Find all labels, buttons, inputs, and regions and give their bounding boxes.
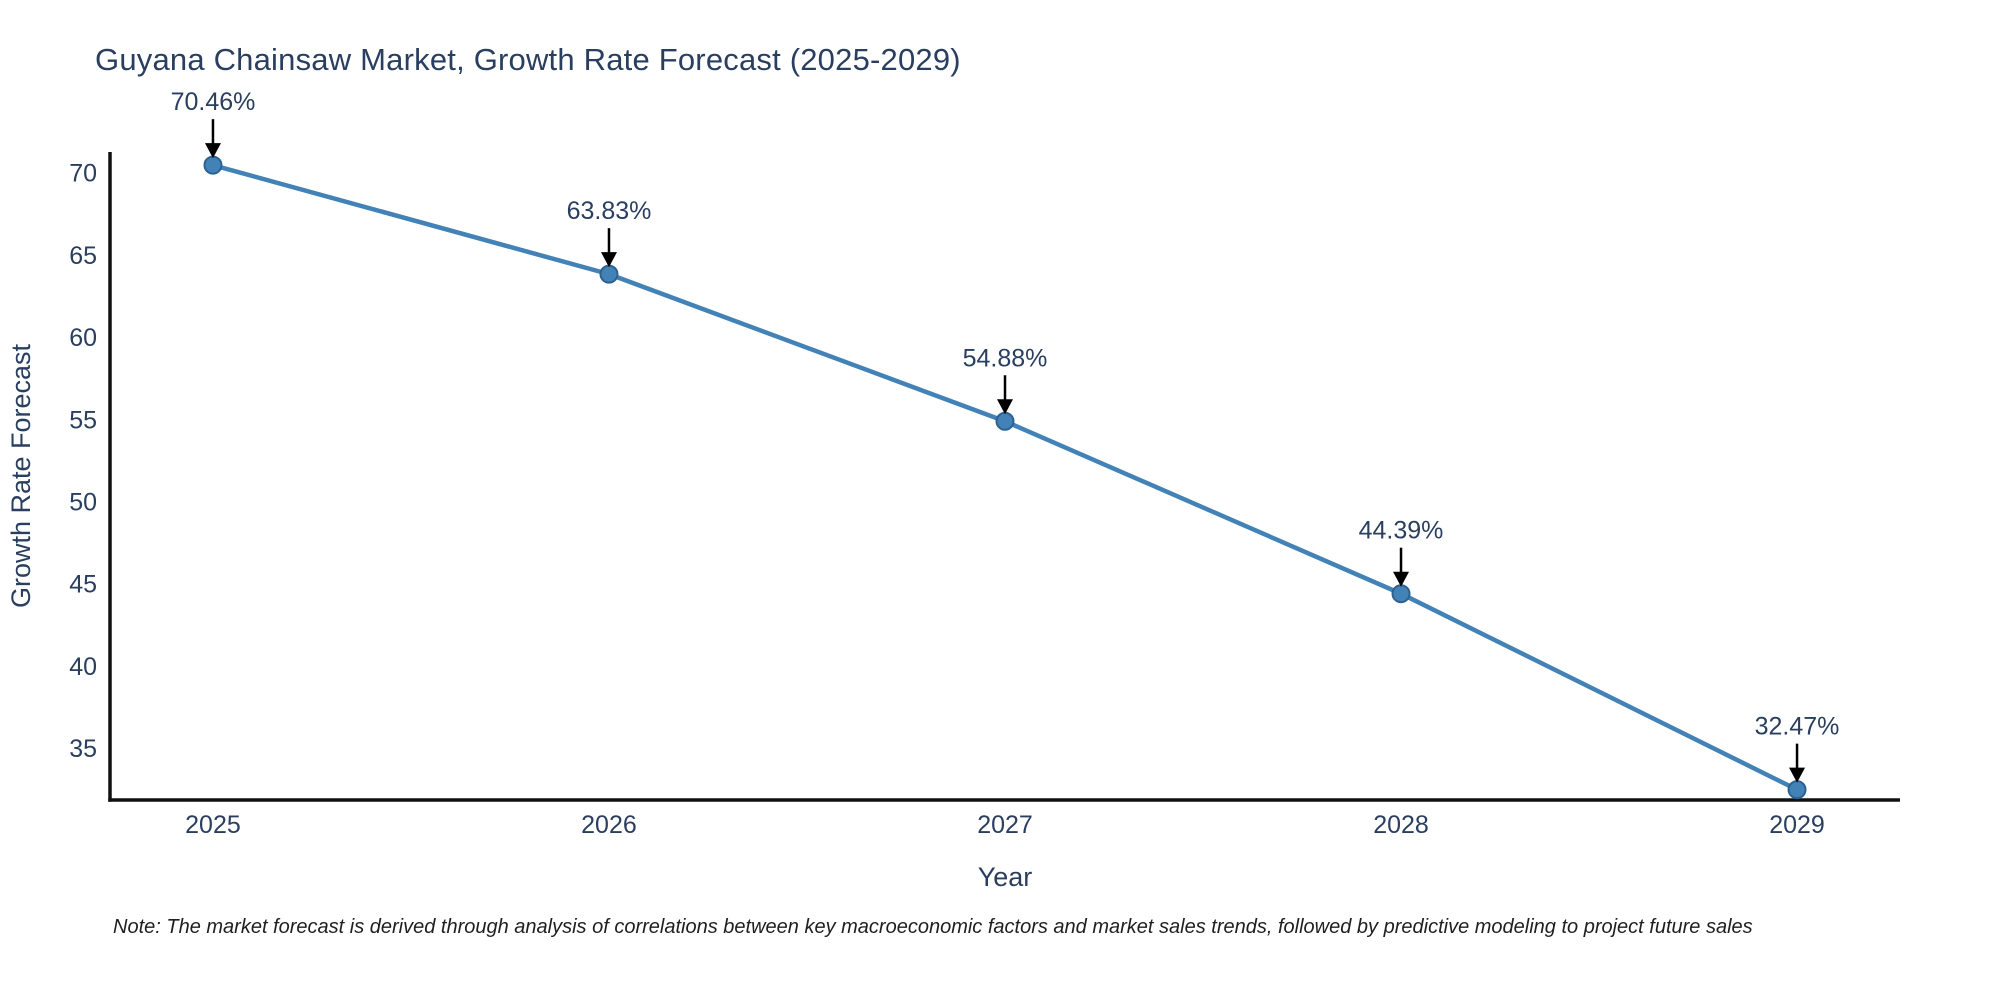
y-tick-label: 65 [69,242,97,270]
y-tick-label: 70 [69,160,97,188]
data-point-2028 [1391,584,1411,604]
point-value-label: 70.46% [171,88,256,116]
data-point-2025 [203,155,223,175]
annotation-arrow-head [1393,571,1410,587]
footnote: Note: The market forecast is derived thr… [113,916,1753,938]
x-tick-label: 2026 [581,811,637,839]
x-axis-title: Year [978,862,1033,892]
y-tick-label: 50 [69,488,97,516]
data-point-2026 [599,264,619,284]
y-tick-label: 55 [69,406,97,434]
chart-title: Guyana Chainsaw Market, Growth Rate Fore… [95,42,961,77]
x-tick-label: 2028 [1373,811,1429,839]
y-tick-label: 35 [69,735,97,763]
annotation-arrow-head [600,252,617,268]
y-tick-label: 40 [69,653,97,681]
data-point-2027 [995,411,1015,431]
annotation-arrow-head [997,399,1013,415]
point-value-label: 54.88% [963,344,1048,372]
y-tick-label: 45 [69,571,97,599]
point-value-label: 63.83% [567,197,652,225]
annotation-arrow-head [1789,767,1806,783]
forecast-line [210,162,1800,792]
annotation-arrow-head [204,143,221,159]
y-axis-title: Growth Rate Forecast [6,343,36,608]
x-tick-label: 2027 [977,811,1033,839]
point-value-label: 44.39% [1359,517,1444,545]
x-tick-label: 2025 [185,811,241,839]
y-tick-label: 60 [69,324,97,352]
data-point-2029 [1787,780,1807,800]
x-tick-label: 2029 [1769,811,1825,839]
point-value-label: 32.47% [1755,713,1840,741]
